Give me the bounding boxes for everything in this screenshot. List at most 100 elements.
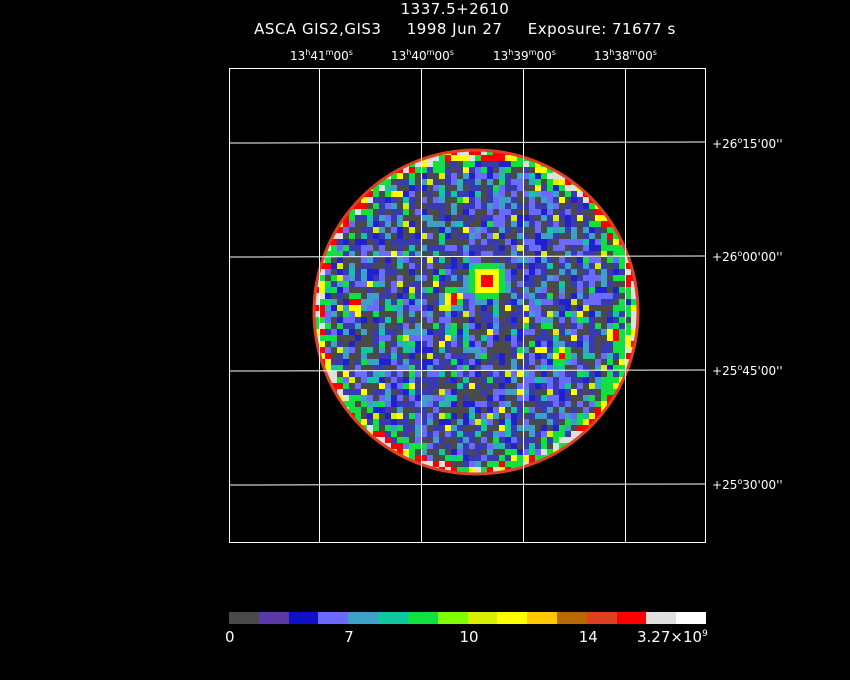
intensity-pixel <box>595 329 601 335</box>
intensity-pixel <box>475 383 481 389</box>
intensity-pixel <box>373 251 379 257</box>
intensity-pixel <box>451 425 457 431</box>
intensity-pixel <box>427 419 433 425</box>
intensity-pixel <box>475 191 481 197</box>
intensity-pixel <box>409 365 415 371</box>
intensity-pixel <box>595 251 601 257</box>
intensity-pixel <box>415 239 421 245</box>
intensity-pixel <box>409 383 415 389</box>
intensity-pixel <box>463 431 469 437</box>
intensity-pixel <box>463 221 469 227</box>
intensity-pixel <box>397 263 403 269</box>
intensity-pixel <box>379 437 385 443</box>
intensity-pixel <box>379 191 385 197</box>
intensity-pixel <box>367 269 373 275</box>
intensity-pixel <box>373 395 379 401</box>
intensity-pixel <box>397 335 403 341</box>
intensity-pixel <box>499 203 505 209</box>
intensity-pixel <box>481 155 487 161</box>
intensity-pixel <box>457 281 463 287</box>
intensity-pixel <box>313 299 319 305</box>
intensity-pixel <box>571 407 577 413</box>
intensity-pixel <box>559 251 565 257</box>
intensity-pixel <box>451 335 457 341</box>
intensity-pixel <box>457 425 463 431</box>
intensity-pixel <box>499 245 505 251</box>
intensity-pixel <box>505 473 511 475</box>
colorbar-swatch <box>229 612 259 624</box>
intensity-pixel <box>571 317 577 323</box>
intensity-pixel <box>523 263 529 269</box>
intensity-pixel <box>577 287 583 293</box>
intensity-pixel <box>487 329 493 335</box>
intensity-pixel <box>571 263 577 269</box>
intensity-pixel <box>541 395 547 401</box>
intensity-pixel <box>385 365 391 371</box>
intensity-pixel <box>343 383 349 389</box>
intensity-pixel <box>547 239 553 245</box>
intensity-pixel <box>559 359 565 365</box>
intensity-pixel <box>451 269 457 275</box>
intensity-pixel <box>499 239 505 245</box>
intensity-pixel <box>625 347 631 353</box>
intensity-pixel <box>463 299 469 305</box>
intensity-pixel <box>499 215 505 221</box>
intensity-pixel <box>535 455 541 461</box>
intensity-pixel <box>475 425 481 431</box>
intensity-pixel <box>589 377 595 383</box>
intensity-pixel <box>529 257 535 263</box>
intensity-pixel <box>559 413 565 419</box>
intensity-pixel <box>379 389 385 395</box>
intensity-pixel <box>559 353 565 359</box>
intensity-pixel <box>469 383 475 389</box>
intensity-pixel <box>571 185 577 191</box>
intensity-pixel <box>523 425 529 431</box>
intensity-pixel <box>523 329 529 335</box>
intensity-pixel <box>619 365 625 371</box>
intensity-pixel <box>505 389 511 395</box>
colorbar-tick-label: 0 <box>225 628 235 646</box>
intensity-pixel <box>433 317 439 323</box>
intensity-pixel <box>481 449 487 455</box>
intensity-pixel <box>565 185 571 191</box>
intensity-pixel <box>469 245 475 251</box>
intensity-pixel <box>499 437 505 443</box>
intensity-pixel <box>433 407 439 413</box>
intensity-pixel <box>565 233 571 239</box>
intensity-pixel <box>541 299 547 305</box>
intensity-pixel <box>583 395 589 401</box>
intensity-pixel <box>379 215 385 221</box>
intensity-pixel <box>535 299 541 305</box>
intensity-pixel <box>505 353 511 359</box>
intensity-pixel <box>517 359 523 365</box>
intensity-pixel <box>607 299 613 305</box>
intensity-pixel <box>535 353 541 359</box>
intensity-pixel <box>607 227 613 233</box>
intensity-pixel <box>493 461 499 467</box>
intensity-pixel <box>607 221 613 227</box>
intensity-pixel <box>373 293 379 299</box>
intensity-pixel <box>469 239 475 245</box>
intensity-pixel <box>439 329 445 335</box>
intensity-pixel <box>457 191 463 197</box>
intensity-pixel <box>379 245 385 251</box>
intensity-pixel <box>451 347 457 353</box>
intensity-pixel <box>421 209 427 215</box>
intensity-pixel <box>373 413 379 419</box>
intensity-pixel <box>613 275 619 281</box>
intensity-pixel <box>463 269 469 275</box>
intensity-pixel <box>493 455 499 461</box>
intensity-pixel <box>583 251 589 257</box>
intensity-pixel <box>397 401 403 407</box>
intensity-pixel <box>367 287 373 293</box>
intensity-pixel <box>433 197 439 203</box>
intensity-pixel <box>541 215 547 221</box>
intensity-pixel <box>409 341 415 347</box>
intensity-pixel <box>331 347 337 353</box>
intensity-pixel <box>511 353 517 359</box>
intensity-pixel <box>325 341 331 347</box>
intensity-pixel <box>403 287 409 293</box>
intensity-pixel <box>559 323 565 329</box>
intensity-pixel <box>439 191 445 197</box>
intensity-pixel <box>355 323 361 329</box>
